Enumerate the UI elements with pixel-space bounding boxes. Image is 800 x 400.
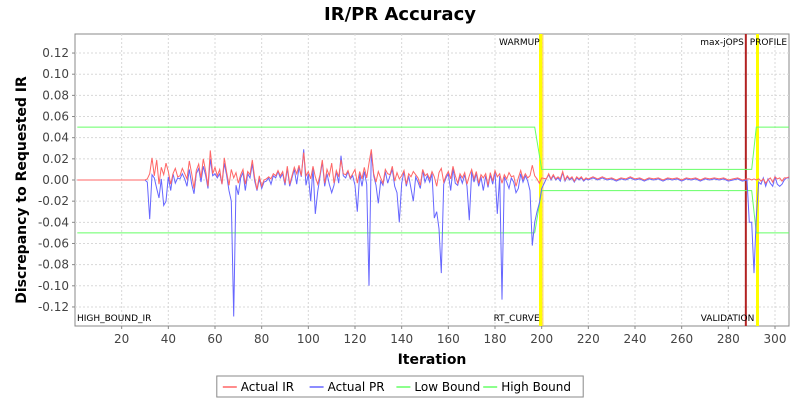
- annotation-label: PROFILE: [750, 38, 788, 48]
- x-tick-label: 200: [530, 332, 553, 346]
- annotation-label: HIGH_BOUND_IR: [77, 314, 151, 324]
- y-tick-label: -0.12: [38, 300, 69, 314]
- series-line: [77, 149, 790, 190]
- y-tick-label: 0.10: [42, 67, 69, 81]
- x-tick-label: 160: [437, 332, 460, 346]
- y-tick-label: 0.04: [42, 131, 69, 145]
- annotations: WARMUP max-jOPS PROFILE HIGH_BOUND_IR RT_CUR…: [77, 38, 787, 324]
- x-tick-label: 100: [297, 332, 320, 346]
- annotation-label: max-jOPS: [700, 38, 744, 48]
- series-lines: [77, 126, 790, 317]
- legend-label: Low Bound: [414, 380, 480, 394]
- series-line: [77, 190, 789, 234]
- x-axis-label: Iteration: [398, 352, 467, 368]
- x-tick-label: 240: [624, 332, 647, 346]
- y-tick-label: 0.00: [42, 173, 69, 187]
- x-tick-label: 280: [717, 332, 740, 346]
- y-tick-label: 0.02: [42, 152, 69, 166]
- legend-label: High Bound: [501, 380, 571, 394]
- x-ticks: 20 40 60 80 100 120 140 160 180 200 220 240 260 280 30…: [114, 326, 786, 346]
- annotation-label: VALIDATION: [701, 314, 755, 324]
- legend: Actual IR Actual PR Low Bound High Bound: [216, 375, 584, 398]
- series-line: [77, 149, 789, 317]
- series-line: [77, 126, 789, 170]
- y-tick-label: -0.02: [38, 194, 69, 208]
- x-tick-label: 140: [390, 332, 413, 346]
- y-axis-label: Discrepancy to Requested IR: [14, 76, 30, 304]
- y-tick-label: 0.12: [42, 46, 69, 60]
- x-tick-label: 40: [161, 332, 176, 346]
- x-tick-label: 20: [114, 332, 129, 346]
- annotation-label: RT_CURVE: [494, 314, 540, 324]
- x-tick-label: 300: [764, 332, 787, 346]
- chart-title: IR/PR Accuracy: [324, 4, 476, 25]
- annotation-label: WARMUP: [499, 38, 540, 48]
- y-tick-label: 0.08: [42, 88, 69, 102]
- x-tick-label: 220: [577, 332, 600, 346]
- x-tick-label: 120: [344, 332, 367, 346]
- y-tick-label: -0.10: [38, 279, 69, 293]
- x-tick-label: 80: [254, 332, 269, 346]
- y-tick-label: 0.06: [42, 110, 69, 124]
- legend-label: Actual IR: [241, 380, 294, 394]
- x-tick-label: 260: [670, 332, 693, 346]
- legend-label: Actual PR: [328, 380, 385, 394]
- y-tick-label: -0.08: [38, 258, 69, 272]
- y-ticks: -0.12 -0.10 -0.08 -0.06 -0.04 -0.02 0.00 0.02 0.…: [38, 46, 75, 314]
- x-tick-label: 60: [207, 332, 222, 346]
- x-tick-label: 180: [484, 332, 507, 346]
- y-tick-label: -0.04: [38, 215, 69, 229]
- y-tick-label: -0.06: [38, 236, 69, 250]
